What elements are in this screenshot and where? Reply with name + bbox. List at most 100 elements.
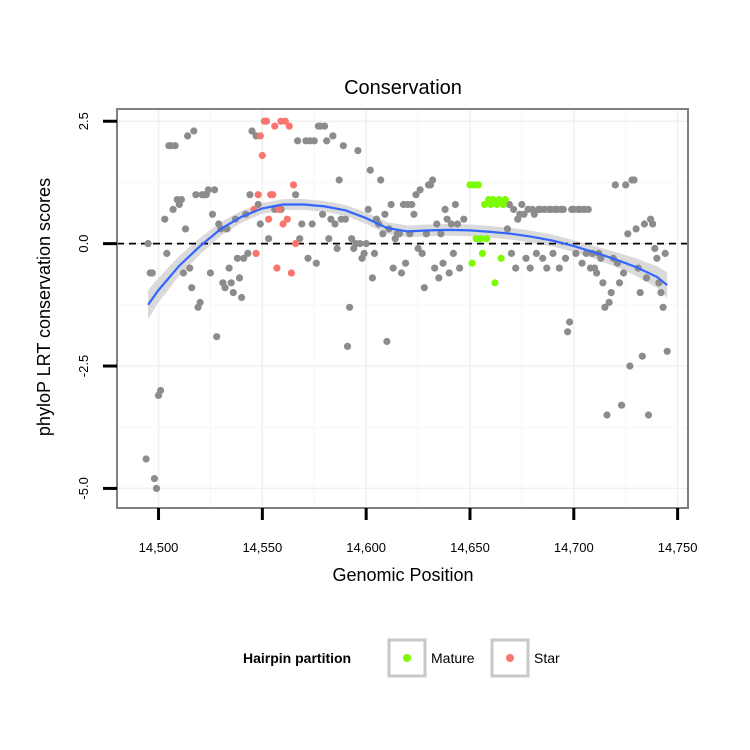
point-other [597, 254, 605, 262]
point-other [630, 176, 638, 184]
point-other [447, 220, 455, 228]
point-star [254, 191, 262, 199]
point-other [555, 264, 563, 272]
point-other [248, 127, 256, 135]
point-other [395, 230, 403, 238]
point-other [246, 191, 254, 199]
point-star [287, 269, 295, 277]
x-tick-label: 14,600 [346, 540, 386, 555]
point-other [408, 200, 416, 209]
point-other [397, 269, 406, 277]
point-star [292, 240, 300, 248]
point-other [522, 254, 530, 262]
point-other [144, 240, 152, 248]
series-star [250, 117, 300, 277]
point-other [649, 220, 657, 228]
point-other [441, 205, 449, 213]
legend-dot-mature [403, 654, 411, 662]
point-other [360, 249, 368, 257]
legend: Hairpin partition Mature Star [243, 638, 560, 678]
point-other [362, 240, 370, 248]
legend-label-mature: Mature [431, 650, 475, 666]
x-tick-label: 14,550 [242, 540, 282, 555]
point-other [254, 200, 262, 209]
point-other [512, 264, 520, 272]
point-mature [483, 235, 491, 243]
y-tick-label: -2.5 [76, 355, 91, 377]
point-other [503, 225, 511, 233]
point-other [148, 269, 156, 277]
point-other [368, 274, 376, 282]
point-other [265, 235, 273, 243]
point-mature [491, 279, 499, 287]
point-other [526, 264, 534, 272]
point-other [221, 284, 229, 292]
point-other [642, 274, 651, 282]
point-other [310, 137, 318, 145]
point-other [381, 210, 389, 218]
point-other [329, 132, 337, 140]
point-other [364, 205, 372, 213]
point-other [225, 264, 233, 272]
point-other [389, 264, 397, 272]
point-other [296, 235, 304, 243]
point-other [356, 240, 364, 248]
point-mature [476, 235, 484, 243]
point-other [420, 284, 428, 292]
point-star [252, 249, 260, 257]
point-other [366, 166, 374, 174]
point-other [323, 137, 331, 145]
point-other [206, 269, 214, 277]
point-other [559, 205, 568, 213]
point-other [152, 484, 161, 492]
data-points [142, 117, 671, 492]
point-other [325, 235, 333, 243]
point-other [348, 235, 356, 243]
series-other [142, 122, 671, 492]
point-other [331, 220, 339, 228]
point-other [213, 333, 221, 341]
legend-title: Hairpin partition [243, 650, 351, 666]
point-other [229, 289, 237, 297]
point-other [308, 220, 316, 228]
y-axis: 2.5 0.0 -2.5 -5.0 [76, 112, 117, 500]
legend-dot-star [506, 654, 514, 662]
point-other [244, 249, 252, 257]
point-other [659, 303, 667, 311]
point-other [422, 230, 430, 238]
x-tick-label: 14,750 [658, 540, 698, 555]
point-other [520, 210, 528, 218]
point-other [196, 298, 204, 306]
point-other [379, 230, 387, 238]
point-other [211, 186, 219, 194]
point-other [383, 337, 391, 346]
point-other [294, 137, 302, 145]
point-mature [474, 181, 482, 189]
point-mature [489, 196, 497, 204]
point-other [410, 210, 418, 218]
point-other [227, 279, 235, 287]
point-other [618, 401, 626, 409]
point-star [283, 215, 291, 223]
point-other [298, 220, 306, 228]
point-other [578, 259, 586, 267]
point-other [539, 254, 547, 262]
point-star [271, 122, 279, 130]
point-other [377, 176, 385, 184]
point-other [429, 176, 437, 184]
point-other [150, 475, 158, 483]
point-other [414, 244, 422, 253]
point-other [235, 274, 244, 282]
point-star [258, 151, 266, 160]
point-other [460, 215, 468, 223]
point-other [179, 269, 187, 277]
point-other [238, 293, 246, 302]
point-other [321, 122, 329, 130]
point-other [605, 298, 613, 306]
point-other [607, 289, 615, 297]
point-other [632, 225, 640, 233]
point-star [262, 117, 271, 125]
y-tick-label: 2.5 [76, 112, 91, 130]
point-other [532, 249, 541, 257]
